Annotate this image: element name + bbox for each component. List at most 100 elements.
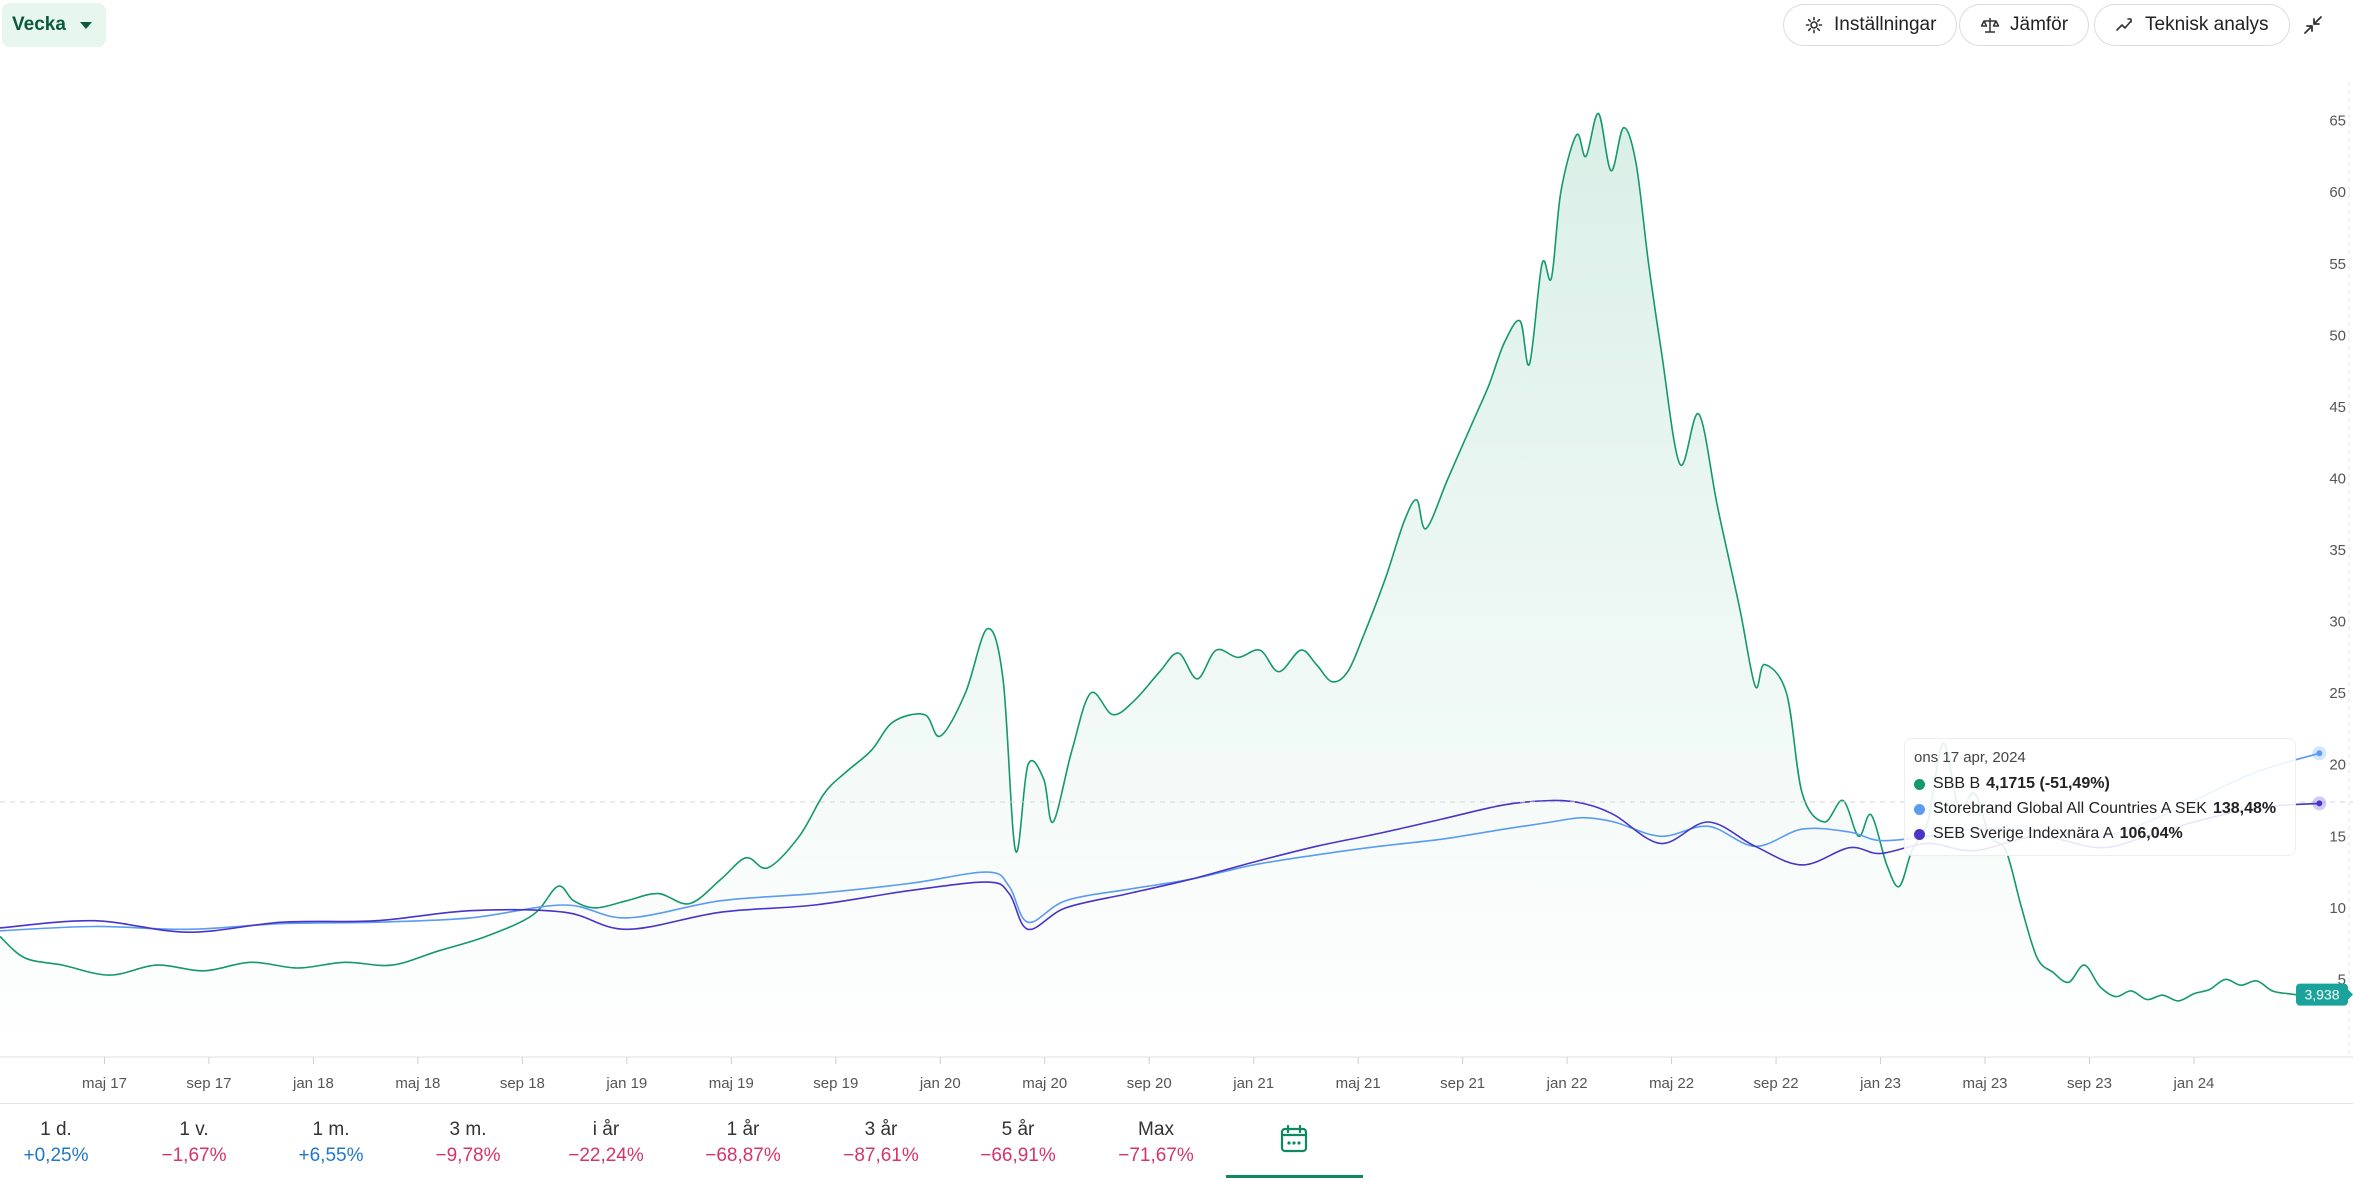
x-tick-label: sep 17 [186,1075,231,1092]
x-tick-label: sep 18 [500,1075,545,1092]
period-3m[interactable]: 3 m. −9,78% [403,1104,533,1178]
x-tick-label: sep 20 [1127,1075,1172,1092]
series-end-dot [2316,800,2323,807]
period-3y[interactable]: 3 år −87,61% [816,1104,946,1178]
x-tick-label: sep 21 [1440,1075,1485,1092]
y-tick-label: 60 [2329,184,2346,201]
x-tick-label: jan 21 [1232,1075,1274,1092]
calendar-icon [1280,1124,1308,1153]
tooltip-row-sbb: SBB B 4,1715 (-51,49%) [1914,775,2110,793]
settings-label: Inställningar [1834,14,1937,35]
badge-pointer [2348,989,2353,1000]
trend-line-icon [2116,18,2132,31]
chart-tooltip: ons 17 apr, 2024 SBB B 4,1715 (-51,49%) … [1904,738,2296,856]
period-change: −22,24% [568,1145,644,1166]
x-tick-label: maj 21 [1336,1075,1381,1092]
y-tick-label: 45 [2329,399,2346,416]
y-tick-label: 40 [2329,470,2346,487]
period-change: −68,87% [705,1145,781,1166]
y-tick-label: 15 [2329,828,2346,845]
tooltip-series-value: 138,48% [2212,800,2277,817]
period-label: 1 d. [40,1119,72,1140]
period-max[interactable]: Max −71,67% [1091,1104,1221,1178]
period-change: +6,55% [298,1145,364,1166]
custom-range-button[interactable] [1226,1104,1363,1178]
x-tick-label: sep 23 [2067,1075,2112,1092]
y-tick-label: 5 [2338,971,2346,988]
period-1m[interactable]: 1 m. +6,55% [266,1104,396,1178]
tooltip-row-seb: SEB Sverige Indexnära A 106,04% [1914,825,2183,843]
y-tick-label: 65 [2329,113,2346,130]
compare-button[interactable]: Jämför [1959,4,2090,46]
x-tick-label: jan 23 [1859,1075,1901,1092]
period-1v[interactable]: 1 v. −1,67% [129,1104,259,1178]
series-dot [1914,828,1925,840]
tooltip-series-name: SBB B [1933,775,1981,792]
tooltip-series-name: Storebrand Global All Countries A SEK [1933,800,2207,817]
series-area-fill [0,113,2320,1052]
tooltip-series-value: 4,1715 (-51,49%) [1986,775,2110,792]
collapse-icon[interactable] [2300,12,2326,38]
x-tick-label: maj 20 [1022,1075,1067,1092]
chart-toolbar: Vecka Inställningar Jämför Teknisk analy… [0,0,2353,52]
period-1d[interactable]: 1 d. +0,25% [0,1104,121,1178]
period-label: 1 v. [179,1119,209,1140]
series-dot [1914,803,1925,815]
caret-down-icon [79,21,92,29]
x-tick-label: maj 23 [1962,1075,2007,1092]
y-tick-label: 30 [2329,614,2346,631]
period-label: 1 m. [312,1119,350,1140]
x-tick-label: maj 18 [395,1075,440,1092]
tooltip-date: ons 17 apr, 2024 [1914,749,2026,766]
period-change: −66,91% [980,1145,1056,1166]
period-1y[interactable]: 1 år −68,87% [678,1104,808,1178]
x-tick-label: jan 18 [292,1075,334,1092]
period-change: −71,67% [1118,1145,1194,1166]
x-tick-label: jan 20 [919,1075,961,1092]
period-ytd[interactable]: i år −22,24% [541,1104,671,1178]
technical-analysis-button[interactable]: Teknisk analys [2094,4,2290,46]
period-change: −87,61% [843,1145,919,1166]
tooltip-series-value: 106,04% [2119,825,2183,842]
interval-select-value: Vecka [12,14,66,35]
period-label: i år [592,1119,620,1140]
series-dot [1914,778,1925,790]
period-change: −9,78% [435,1145,501,1166]
tooltip-row-storebrand: Storebrand Global All Countries A SEK 13… [1914,800,2276,818]
y-tick-label: 10 [2329,900,2346,917]
period-label: 1 år [726,1119,760,1140]
series-line-sbb [0,112,2320,1002]
y-tick-label: 50 [2329,327,2346,344]
y-tick-label: 20 [2329,757,2346,774]
y-tick-label: 35 [2329,542,2346,559]
x-tick-label: sep 19 [813,1075,858,1092]
period-selector: 1 d. +0,25% 1 v. −1,67% 1 m. +6,55% 3 m.… [0,1103,2353,1181]
scale-icon [1980,18,2000,33]
period-label: 3 m. [449,1119,487,1140]
last-value-badge [2296,983,2348,1006]
period-label: Max [1138,1119,1174,1140]
x-tick-label: maj 22 [1649,1075,1694,1092]
technical-analysis-label: Teknisk analys [2145,14,2269,35]
compare-label: Jämför [2010,14,2069,35]
last-value-label: 3,938 [2304,987,2339,1003]
period-change: +0,25% [23,1145,89,1166]
tooltip-series-name: SEB Sverige Indexnära A [1933,825,2114,842]
x-tick-label: sep 22 [1754,1075,1799,1092]
x-tick-label: maj 17 [82,1075,127,1092]
series-end-dot [2316,750,2323,757]
price-chart[interactable]: maj 17 sep 17 jan 18 maj 18 sep 18 jan 19 maj … [0,52,2353,1103]
x-tick-label: jan 22 [1546,1075,1588,1092]
x-tick-label: maj 19 [709,1075,754,1092]
period-label: 5 år [1001,1119,1035,1140]
gear-icon [1805,16,1823,34]
interval-select[interactable]: Vecka [2,3,106,47]
y-tick-label: 55 [2329,256,2346,273]
period-change: −1,67% [161,1145,227,1166]
x-tick-label: jan 19 [605,1075,647,1092]
settings-button[interactable]: Inställningar [1783,4,1958,46]
y-tick-label: 25 [2329,685,2346,702]
period-5y[interactable]: 5 år −66,91% [953,1104,1083,1178]
period-label: 3 år [864,1119,898,1140]
x-tick-label: jan 24 [2173,1075,2215,1092]
